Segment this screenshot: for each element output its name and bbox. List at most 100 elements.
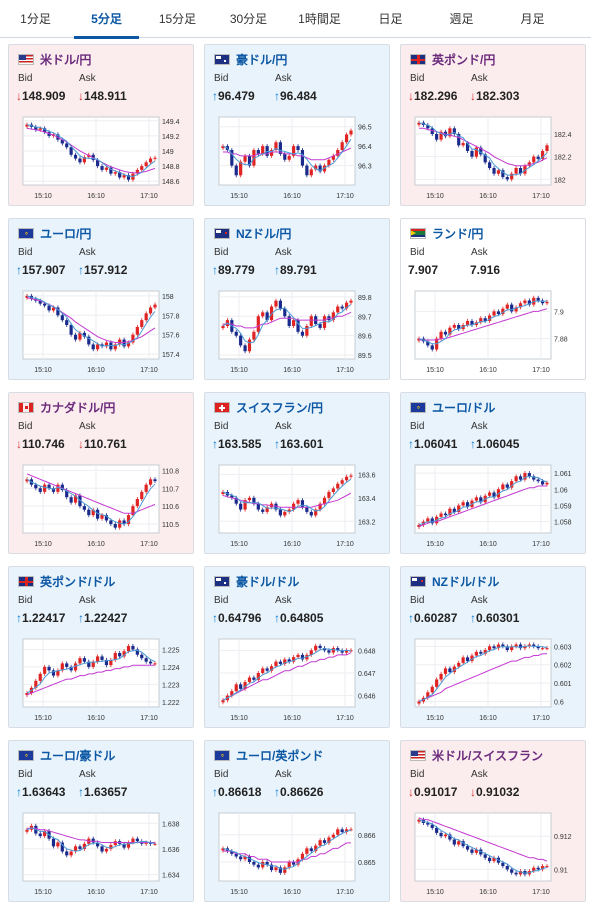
tab-4[interactable]: 1時間足 (298, 12, 341, 26)
currency-pair-name[interactable]: 英ポンド/円 (432, 52, 496, 67)
rate-card[interactable]: ユーロ/円 Bid Ask ↑157.907 ↑157.912 158 157.8… (8, 218, 194, 380)
tab-2[interactable]: 15分足 (158, 12, 197, 26)
rate-card[interactable]: 英ポンド/ドル Bid Ask ↑1.22417 ↑1.22427 1.225 1… (8, 566, 194, 728)
price-chart[interactable]: 182.4 182.2 182 15:10 16:10 17:10 (403, 111, 585, 203)
price-chart[interactable]: 149.4 149.2 149 148.8 148.6 15:10 16:10 17:10 (11, 111, 193, 203)
currency-pair-name[interactable]: 米ドル/スイスフラン (432, 748, 543, 763)
rate-card[interactable]: ユーロ/豪ドル Bid Ask ↑1.63643 ↑1.63657 1.638 1… (8, 740, 194, 902)
candle-body (435, 827, 439, 833)
rate-card[interactable]: 米ドル/円 Bid Ask ↓148.909 ↓148.911 149.4 149… (8, 44, 194, 206)
candle-body (483, 650, 487, 654)
candle-body (113, 652, 117, 660)
candle-body (274, 300, 278, 307)
arrow-up-icon: ↑ (408, 611, 414, 625)
candle-body (104, 342, 109, 347)
rate-card[interactable]: 豪ドル/円 Bid Ask ↑96.479 ↑96.484 96.5 96.4 96… (204, 44, 390, 206)
tab-5[interactable]: 日足 (378, 12, 403, 26)
rate-card[interactable]: ランド/円 Bid Ask 7.907 7.916 7.9 7.88 15:10 16… (400, 218, 586, 380)
currency-pair-name[interactable]: 米ドル/円 (40, 52, 92, 67)
x-tick-label: 15:10 (230, 889, 248, 896)
rate-card[interactable]: ユーロ/英ポンド Bid Ask ↑0.86618 ↑0.86626 0.866… (204, 740, 390, 902)
short-ma-line (222, 648, 352, 701)
candle-body (514, 872, 518, 875)
tab-0[interactable]: 1分足 (20, 12, 51, 26)
candle-body (144, 162, 148, 167)
candle-body (314, 509, 318, 516)
tab-7[interactable]: 月足 (520, 12, 545, 26)
price-chart[interactable]: 0.866 0.865 15:10 16:10 17:10 (207, 807, 389, 899)
y-tick-label: 0.601 (554, 681, 572, 688)
currency-pair-name[interactable]: NZドル/円 (236, 226, 292, 241)
currency-pair-name[interactable]: 豪ドル/円 (236, 52, 288, 67)
rate-card[interactable]: NZドル/ドル Bid Ask ↑0.60287 ↑0.60301 0.603 0… (400, 566, 586, 728)
candle-body (514, 644, 518, 647)
currency-pair-name[interactable]: スイスフラン/円 (236, 400, 323, 415)
tab-1[interactable]: 5分足 (71, 0, 142, 39)
currency-pair-name[interactable]: カナダドル/円 (40, 400, 116, 415)
price-chart[interactable]: 158 157.8 157.6 157.4 15:10 16:10 17:10 (11, 285, 193, 377)
candle-body (131, 334, 135, 343)
candle-body (483, 318, 487, 321)
currency-pair-name[interactable]: ユーロ/豪ドル (40, 748, 116, 763)
card-header: ユーロ/豪ドル (18, 747, 115, 763)
candle-body (318, 645, 322, 649)
candle-body (465, 657, 470, 662)
price-chart[interactable]: 0.648 0.647 0.646 15:10 16:10 17:10 (207, 633, 389, 725)
candle-body (153, 663, 157, 665)
candle-body (34, 126, 38, 130)
currency-pair-name[interactable]: ランド/円 (432, 226, 484, 241)
candle-body (100, 846, 104, 852)
y-tick-label: 1.638 (162, 821, 180, 828)
y-tick-label: 0.648 (358, 648, 376, 655)
arrow-up-icon: ↑ (212, 437, 218, 451)
price-chart[interactable]: 89.8 89.7 89.6 89.5 15:10 16:10 17:10 (207, 285, 389, 377)
price-chart[interactable]: 0.603 0.602 0.601 0.6 15:10 16:10 17:10 (403, 633, 585, 725)
candle-body (234, 684, 238, 692)
candle-body (465, 320, 470, 325)
price-chart[interactable]: 1.225 1.224 1.223 1.222 15:10 16:10 17:10 (11, 633, 193, 725)
rate-card[interactable]: ユーロ/ドル Bid Ask ↑1.06041 ↑1.06045 1.061 1.… (400, 392, 586, 554)
bid-value: ↓0.91017 (408, 785, 457, 799)
rate-card[interactable]: カナダドル/円 Bid Ask ↓110.746 ↓110.761 110.8 1… (8, 392, 194, 554)
price-chart[interactable]: 110.8 110.7 110.6 110.5 15:10 16:10 17:10 (11, 459, 193, 551)
price-chart[interactable]: 1.638 1.636 1.634 15:10 16:10 17:10 (11, 807, 193, 899)
x-tick-label: 16:10 (479, 541, 497, 548)
candle-body (287, 509, 291, 512)
currency-pair-name[interactable]: ユーロ/ドル (432, 400, 496, 415)
y-tick-label: 0.646 (358, 694, 376, 701)
card-header: カナダドル/円 (18, 399, 115, 415)
tab-6[interactable]: 週足 (449, 12, 474, 26)
candle-body (300, 500, 305, 508)
y-tick-label: 163.6 (358, 472, 376, 479)
currency-pair-name[interactable]: 英ポンド/ドル (40, 574, 116, 589)
candle-body (344, 650, 349, 653)
candle-body (465, 143, 470, 151)
candle-body (514, 307, 518, 312)
price-chart[interactable]: 163.6 163.4 163.2 15:10 16:10 17:10 (207, 459, 389, 551)
price-chart[interactable]: 1.061 1.06 1.059 1.058 15:10 16:10 17:10 (403, 459, 585, 551)
rate-card[interactable]: 豪ドル/ドル Bid Ask ↑0.64796 ↑0.64805 0.648 0.… (204, 566, 390, 728)
currency-pair-name[interactable]: ユーロ/円 (40, 226, 92, 241)
candle-body (545, 482, 549, 485)
rate-card[interactable]: 英ポンド/円 Bid Ask ↓182.296 ↓182.303 182.4 18… (400, 44, 586, 206)
price-chart[interactable]: 96.5 96.4 96.3 15:10 16:10 17:10 (207, 111, 389, 203)
rate-card[interactable]: スイスフラン/円 Bid Ask ↑163.585 ↑163.601 163.6… (204, 392, 390, 554)
card-header: 英ポンド/円 (410, 51, 495, 67)
currency-pair-name[interactable]: ユーロ/英ポンド (236, 748, 324, 763)
au-flag-icon (214, 53, 230, 65)
price-chart[interactable]: 0.912 0.91 15:10 16:10 17:10 (403, 807, 585, 899)
price-chart[interactable]: 7.9 7.88 15:10 16:10 17:10 (403, 285, 585, 377)
y-tick-label: 163.4 (358, 496, 376, 503)
candle-body (247, 856, 252, 862)
candle-body (488, 646, 492, 651)
bid-label: Bid (410, 595, 425, 606)
candle-body (239, 684, 243, 689)
tab-3[interactable]: 30分足 (229, 12, 268, 26)
candle-body (256, 316, 260, 332)
rate-card[interactable]: 米ドル/スイスフラン Bid Ask ↓0.91017 ↓0.91032 0.9… (400, 740, 586, 902)
currency-pair-name[interactable]: NZドル/ドル (432, 574, 500, 589)
bid-value: ↑0.86618 (212, 785, 261, 799)
currency-pair-name[interactable]: 豪ドル/ドル (236, 574, 300, 589)
bid-value: ↑157.907 (16, 263, 65, 277)
rate-card[interactable]: NZドル/円 Bid Ask ↑89.779 ↑89.791 89.8 89.7 8… (204, 218, 390, 380)
